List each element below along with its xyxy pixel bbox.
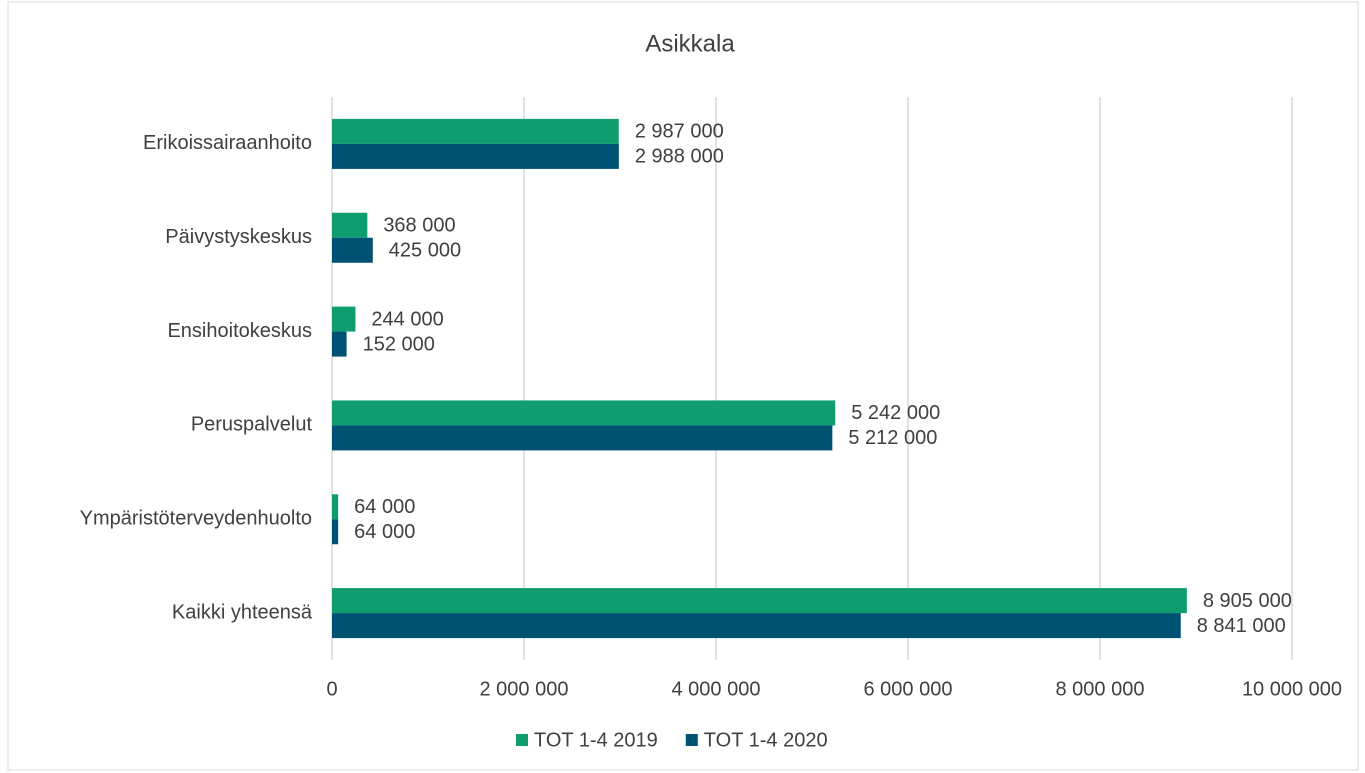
- data-label: 425 000: [389, 240, 461, 262]
- data-label: 8 905 000: [1203, 590, 1292, 612]
- y-tick-label: Ensihoitokeskus: [167, 320, 312, 342]
- y-tick-label: Peruspalvelut: [191, 414, 313, 436]
- bar: [332, 331, 347, 357]
- x-tick-label: 4 000 000: [672, 678, 761, 700]
- y-tick-label: Ympäristöterveydenhuolto: [80, 508, 312, 530]
- bar: [332, 588, 1187, 614]
- x-tick-label: 0: [326, 678, 337, 700]
- x-tick-label: 6 000 000: [864, 678, 953, 700]
- bar: [332, 118, 619, 144]
- y-tick-label: Päivystyskeskus: [165, 226, 312, 248]
- data-label: 64 000: [354, 496, 415, 518]
- x-tick-label: 10 000 000: [1242, 678, 1342, 700]
- data-label: 368 000: [383, 215, 455, 237]
- legend-swatch: [685, 734, 698, 746]
- x-tick-label: 8 000 000: [1056, 678, 1145, 700]
- bar: [332, 212, 368, 238]
- data-label: 2 987 000: [635, 121, 724, 143]
- data-label: 64 000: [354, 521, 415, 543]
- legend-label: TOT 1-4 2020: [704, 729, 828, 751]
- bar: [332, 494, 339, 520]
- y-tick-label: Erikoissairaanhoito: [143, 132, 312, 154]
- legend-label: TOT 1-4 2019: [534, 729, 658, 751]
- data-label: 2 988 000: [635, 146, 724, 168]
- chart-title: Asikkala: [645, 30, 735, 57]
- bar: [332, 425, 833, 451]
- chart-border: [7, 1, 1359, 771]
- y-tick-label: Kaikki yhteensä: [172, 601, 313, 623]
- data-label: 244 000: [371, 308, 443, 330]
- bar: [332, 306, 356, 332]
- data-label: 5 242 000: [851, 402, 940, 424]
- bar: [332, 143, 619, 169]
- data-label: 152 000: [363, 333, 435, 355]
- x-tick-label: 2 000 000: [480, 678, 569, 700]
- bar: [332, 400, 836, 426]
- bar: [332, 519, 339, 545]
- legend-swatch: [516, 734, 528, 746]
- data-label: 8 841 000: [1197, 615, 1286, 637]
- data-label: 5 212 000: [848, 427, 937, 449]
- bar: [332, 613, 1181, 639]
- bar: [332, 237, 373, 263]
